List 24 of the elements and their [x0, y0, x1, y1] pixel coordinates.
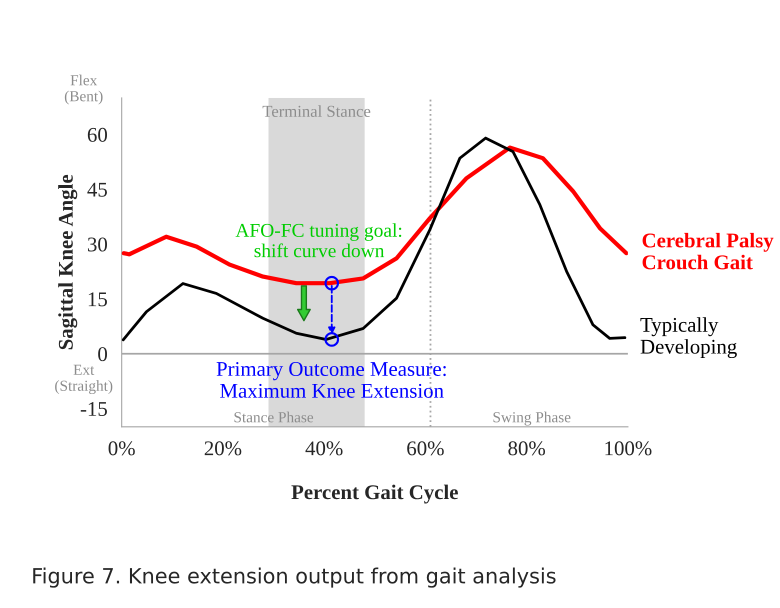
- y-tick-label: -15: [80, 402, 107, 416]
- text: Flex (Bent): [64, 74, 103, 104]
- series-label: Cerebral Palsy Crouch Gait: [642, 232, 774, 270]
- x-tick-label: 100%: [605, 441, 652, 456]
- x-tick-label: 60%: [407, 441, 444, 456]
- annotation: AFO-FC tuning goal: shift curve down: [236, 223, 402, 258]
- x-tick-label: 0%: [108, 441, 135, 456]
- y-tick-label: 45: [87, 182, 107, 197]
- y-tick-label: 30: [88, 237, 107, 252]
- x-tick-label: 40%: [305, 441, 343, 456]
- x-tick-label: 20%: [204, 441, 242, 456]
- x-axis-title: Percent Gait Cycle: [291, 484, 458, 504]
- y-tick-label: 60: [88, 128, 107, 142]
- band-label: Terminal Stance: [262, 105, 370, 117]
- y-tick-label: 15: [88, 292, 107, 306]
- y-axis-title: Sagittal Knee Angle: [58, 174, 78, 350]
- annotation: Stance Phase: [234, 412, 314, 422]
- annotation: Primary Outcome Measure: Maximum Knee Extension: [216, 362, 446, 398]
- y-tick-label: 0: [98, 347, 107, 362]
- text: Ext (Straight): [55, 364, 112, 394]
- annotation: Swing Phase: [493, 412, 570, 426]
- caption: Figure 7. Knee extension output from gait analysis: [33, 568, 556, 588]
- series-label: Typically Developing: [640, 317, 737, 358]
- x-tick-label: 80%: [508, 441, 546, 456]
